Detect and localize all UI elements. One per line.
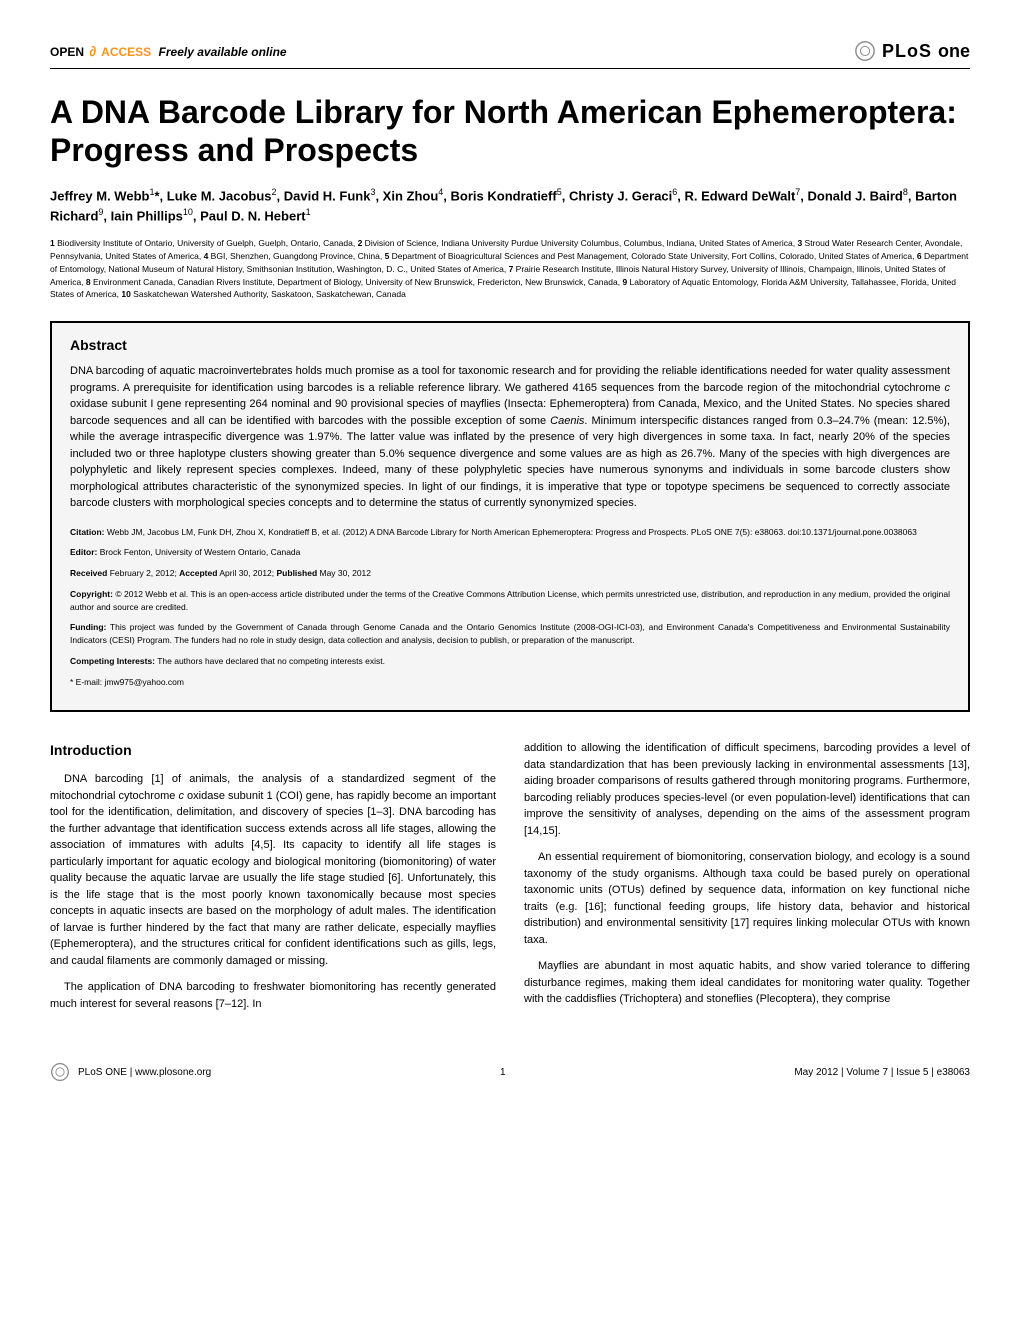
received-line: Received February 2, 2012; Accepted Apri… bbox=[70, 567, 950, 580]
journal-plos: PLoS bbox=[882, 41, 932, 62]
competing-line: Competing Interests: The authors have de… bbox=[70, 655, 950, 668]
lock-icon: ∂ bbox=[89, 43, 96, 59]
header-bar: OPEN ∂ ACCESS Freely available online PL… bbox=[50, 40, 970, 69]
journal-logo: PLoS one bbox=[854, 40, 970, 62]
open-text: OPEN bbox=[50, 45, 84, 59]
footer-journal-url: PLoS ONE | www.plosone.org bbox=[78, 1067, 211, 1078]
copyright-line: Copyright: © 2012 Webb et al. This is an… bbox=[70, 588, 950, 614]
freely-text: Freely available online bbox=[159, 45, 287, 59]
article-title: A DNA Barcode Library for North American… bbox=[50, 93, 970, 170]
footer-issue-info: May 2012 | Volume 7 | Issue 5 | e38063 bbox=[794, 1067, 970, 1078]
access-text: ACCESS bbox=[101, 45, 151, 59]
editor-line: Editor: Brock Fenton, University of West… bbox=[70, 546, 950, 559]
footer-page-number: 1 bbox=[500, 1067, 506, 1078]
open-access-badge: OPEN ∂ ACCESS Freely available online bbox=[50, 43, 287, 59]
intro-para-3: addition to allowing the identification … bbox=[524, 740, 970, 839]
email-line: * E-mail: jmw975@yahoo.com bbox=[70, 676, 950, 689]
intro-para-5: Mayflies are abundant in most aquatic ha… bbox=[524, 958, 970, 1008]
affiliations: 1 Biodiversity Institute of Ontario, Uni… bbox=[50, 237, 970, 301]
column-right: addition to allowing the identification … bbox=[524, 740, 970, 1022]
intro-para-4: An essential requirement of biomonitorin… bbox=[524, 849, 970, 948]
authors-list: Jeffrey M. Webb1*, Luke M. Jacobus2, Dav… bbox=[50, 186, 970, 226]
column-left: Introduction DNA barcoding [1] of animal… bbox=[50, 740, 496, 1022]
page-footer: PLoS ONE | www.plosone.org 1 May 2012 | … bbox=[50, 1062, 970, 1082]
journal-one: one bbox=[938, 41, 970, 62]
body-columns: Introduction DNA barcoding [1] of animal… bbox=[50, 740, 970, 1022]
abstract-box: Abstract DNA barcoding of aquatic macroi… bbox=[50, 321, 970, 712]
intro-para-1: DNA barcoding [1] of animals, the analys… bbox=[50, 771, 496, 969]
abstract-text: DNA barcoding of aquatic macroinvertebra… bbox=[70, 363, 950, 512]
plos-footer-icon bbox=[50, 1062, 70, 1082]
funding-line: Funding: This project was funded by the … bbox=[70, 621, 950, 647]
plos-icon bbox=[854, 40, 876, 62]
intro-para-2: The application of DNA barcoding to fres… bbox=[50, 979, 496, 1012]
footer-left: PLoS ONE | www.plosone.org bbox=[50, 1062, 211, 1082]
introduction-heading: Introduction bbox=[50, 740, 496, 761]
citation-line: Citation: Webb JM, Jacobus LM, Funk DH, … bbox=[70, 526, 950, 539]
abstract-heading: Abstract bbox=[70, 337, 950, 353]
